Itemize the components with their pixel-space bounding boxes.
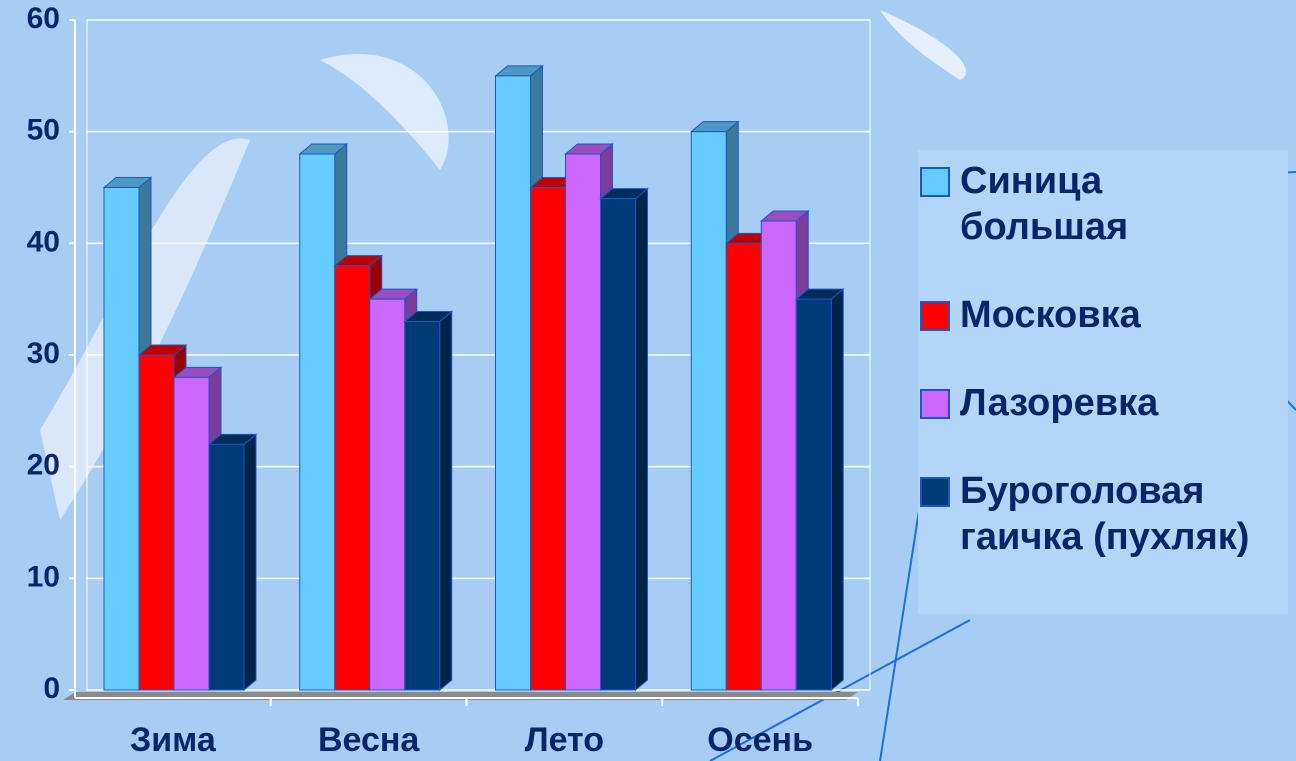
bar	[299, 153, 336, 691]
bar	[208, 443, 245, 691]
bar	[103, 187, 140, 691]
y-tick-label: 20	[27, 449, 60, 482]
legend-swatch	[920, 301, 950, 331]
bar	[690, 131, 727, 691]
x-tick-label: Весна	[318, 721, 420, 759]
bar	[138, 354, 175, 691]
legend-label: Лазоревка	[960, 382, 1159, 424]
bar	[795, 298, 832, 691]
bar	[530, 187, 566, 691]
y-tick-label: 10	[27, 560, 60, 593]
bar	[760, 220, 797, 691]
legend: Синица большая Московка Лазоревка Буроголов…	[918, 150, 1288, 614]
legend-label: Синица большая	[960, 160, 1129, 248]
bar	[565, 153, 601, 691]
legend-item: Синица большая	[918, 158, 1288, 250]
bird-decor	[320, 54, 449, 171]
x-tick-label: Лето	[525, 721, 604, 759]
bar	[495, 75, 531, 691]
legend-swatch	[920, 477, 950, 507]
legend-item: Буроголовая гаичка (пухляк)	[918, 468, 1288, 560]
bar	[334, 265, 371, 691]
legend-swatch	[920, 167, 950, 197]
y-tick-label: 0	[43, 672, 60, 705]
legend-item: Лазоревка	[918, 380, 1288, 426]
y-tick-label: 50	[27, 114, 60, 147]
bar	[725, 242, 762, 691]
x-tick-label: Зима	[130, 721, 217, 759]
x-tick-label: Осень	[707, 721, 813, 759]
y-tick-label: 60	[27, 2, 60, 35]
bird-decor	[880, 10, 967, 80]
legend-swatch	[920, 389, 950, 419]
bar-side	[635, 187, 648, 692]
bar-side	[830, 288, 844, 692]
legend-label: Московка	[960, 294, 1141, 336]
bar-side	[439, 310, 453, 692]
bar	[173, 376, 210, 691]
legend-item: Московка	[918, 292, 1288, 338]
y-tick-label: 40	[27, 225, 60, 258]
legend-label: Буроголовая гаичка (пухляк)	[960, 470, 1250, 558]
bar	[369, 298, 406, 691]
bar-side	[243, 433, 257, 692]
y-tick-label: 30	[27, 337, 60, 370]
bar	[600, 198, 636, 691]
bar	[404, 321, 441, 691]
